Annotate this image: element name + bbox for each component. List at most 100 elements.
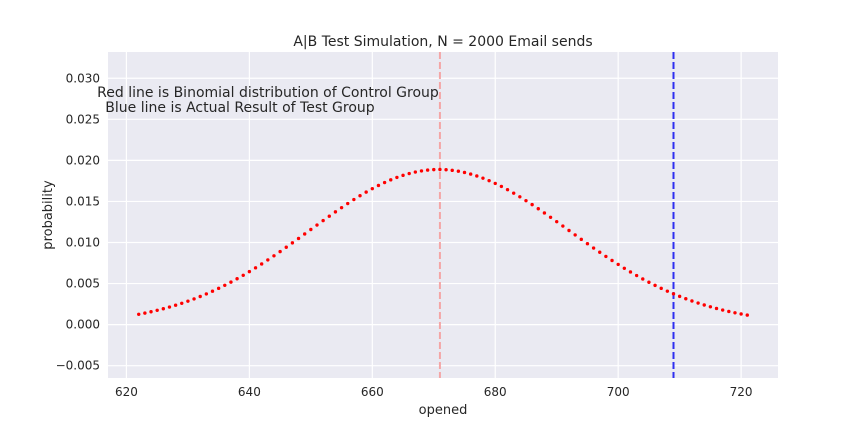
y-tick-label: 0.005: [66, 277, 100, 291]
x-tick-label: 700: [607, 385, 630, 399]
data-point: [745, 313, 749, 317]
data-point: [302, 232, 307, 236]
data-point: [475, 174, 479, 178]
data-point: [628, 270, 633, 274]
data-point: [561, 224, 565, 228]
data-point: [487, 178, 491, 183]
data-point: [530, 202, 534, 207]
y-tick-label: 0.000: [66, 318, 100, 332]
data-point: [143, 311, 147, 315]
data-point: [229, 280, 233, 284]
y-axis-label: probability: [41, 180, 56, 250]
data-point: [180, 301, 184, 305]
data-point: [511, 191, 516, 195]
data-point: [647, 280, 651, 284]
data-points-layer: [137, 167, 749, 317]
x-axis-label: opened: [419, 403, 468, 418]
x-tick-label: 680: [484, 385, 507, 399]
data-point: [604, 254, 608, 259]
annotation-line-2: Blue line is Actual Result of Test Group: [105, 100, 374, 116]
data-point: [542, 211, 547, 215]
data-point: [235, 277, 239, 281]
data-point: [137, 312, 141, 316]
data-point: [456, 169, 461, 173]
data-point: [173, 303, 178, 307]
data-point: [450, 168, 454, 173]
data-point: [481, 176, 485, 180]
y-tick-label: 0.025: [66, 112, 100, 126]
data-point: [315, 223, 319, 227]
data-point: [425, 168, 430, 172]
y-tick-label: 0.020: [66, 153, 100, 167]
data-point: [358, 194, 362, 198]
data-point: [499, 184, 504, 189]
data-point: [204, 292, 209, 296]
data-point: [567, 228, 571, 233]
data-point: [641, 277, 645, 281]
x-tick-label: 640: [238, 385, 261, 399]
data-point: [284, 245, 288, 249]
data-point: [591, 246, 596, 250]
data-point: [579, 237, 584, 242]
data-point: [665, 289, 670, 293]
data-point: [321, 218, 325, 223]
data-point: [352, 197, 356, 202]
data-point: [253, 266, 258, 270]
data-point: [702, 303, 706, 307]
data-point: [167, 305, 172, 309]
data-point: [216, 286, 221, 291]
data-point: [333, 210, 338, 214]
data-point: [210, 289, 215, 293]
y-tick-label: −0.005: [56, 359, 100, 373]
grid-layer: [108, 52, 778, 378]
data-point: [241, 273, 245, 277]
data-point: [382, 180, 387, 185]
data-point: [696, 301, 700, 305]
data-point: [555, 219, 559, 224]
data-point: [339, 205, 344, 210]
data-point: [677, 294, 682, 299]
data-point: [524, 198, 528, 203]
data-point: [161, 307, 166, 311]
data-point: [733, 311, 737, 315]
x-tick-label: 620: [115, 385, 138, 399]
data-point: [585, 241, 590, 246]
data-point: [518, 195, 522, 199]
data-point: [598, 250, 602, 254]
data-point: [622, 266, 627, 270]
data-point: [192, 297, 196, 301]
data-point: [634, 273, 639, 278]
chart-title: A|B Test Simulation, N = 2000 Email send…: [293, 34, 592, 50]
data-point: [272, 254, 276, 258]
data-point: [290, 241, 295, 245]
x-tick-label: 660: [361, 385, 384, 399]
data-point: [376, 183, 381, 188]
y-tick-label: 0.030: [66, 71, 100, 85]
data-point: [186, 299, 190, 303]
data-point: [247, 269, 252, 274]
data-point: [468, 172, 473, 176]
data-point: [690, 299, 694, 303]
data-point: [653, 283, 657, 288]
annotation-line-1: Red line is Binomial distribution of Con…: [97, 85, 439, 101]
data-point: [659, 286, 663, 291]
data-point: [198, 294, 202, 299]
data-point: [432, 167, 436, 172]
data-point: [610, 258, 614, 263]
data-point: [438, 167, 442, 172]
data-point: [401, 173, 405, 178]
data-point: [616, 262, 620, 267]
data-point: [739, 312, 743, 316]
data-point: [327, 214, 331, 218]
data-point: [389, 178, 393, 182]
data-point: [536, 207, 540, 211]
data-point: [573, 233, 577, 237]
data-point: [684, 297, 688, 301]
x-tick-label: 720: [730, 385, 753, 399]
y-tick-label: 0.015: [66, 194, 100, 208]
data-point: [370, 186, 375, 191]
data-point: [444, 168, 448, 172]
data-point: [266, 258, 270, 262]
